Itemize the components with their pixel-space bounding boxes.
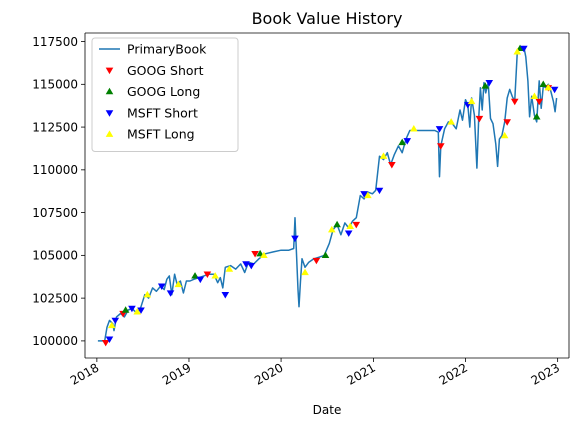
marker-msft-long — [447, 118, 455, 125]
marker-msft-short — [291, 235, 299, 243]
marker-msft-long — [133, 308, 142, 315]
marker-goog-long — [532, 113, 541, 120]
marker-msft-long — [500, 131, 509, 139]
legend-swatch-goog-short — [105, 67, 114, 75]
marker-goog-long — [333, 220, 341, 228]
legend-label-primarybook: PrimaryBook — [127, 42, 207, 57]
marker-msft-long — [513, 48, 522, 55]
marker-msft-long — [327, 225, 336, 233]
y-tick-label: 117500 — [32, 35, 78, 49]
marker-msft-long — [379, 152, 388, 159]
marker-msft-long — [301, 268, 309, 276]
marker-msft-short — [485, 79, 494, 87]
marker-goog-short — [388, 162, 396, 169]
x-axis-label: Date — [313, 403, 342, 417]
marker-goog-short — [312, 257, 321, 265]
legend-label-msft-long: MSFT Long — [127, 127, 195, 142]
marker-goog-long — [539, 80, 548, 87]
marker-msft-long — [260, 251, 268, 259]
marker-goog-long — [321, 251, 330, 259]
marker-msft-short — [242, 261, 250, 268]
marker-msft-short — [344, 230, 353, 237]
y-tick-label: 105000 — [32, 249, 78, 263]
marker-msft-short — [360, 191, 368, 198]
marker-msft-short — [137, 307, 145, 314]
marker-goog-long — [516, 44, 524, 52]
marker-goog-long — [398, 138, 406, 146]
marker-msft-short — [520, 45, 528, 53]
marker-goog-short — [352, 221, 361, 229]
marker-msft-short — [435, 126, 444, 133]
y-tick-label: 102500 — [32, 291, 78, 305]
y-tick-label: 115000 — [32, 78, 78, 92]
marker-msft-short — [128, 305, 136, 313]
marker-msft-short — [111, 317, 120, 325]
marker-msft-long — [410, 124, 418, 132]
marker-goog-short — [101, 339, 110, 347]
y-tick-label: 100000 — [32, 334, 78, 348]
marker-msft-short — [403, 138, 412, 145]
marker-goog-long — [481, 82, 490, 89]
marker-msft-short — [550, 86, 559, 94]
series-line-primarybook — [97, 45, 558, 342]
marker-msft-short — [221, 292, 230, 299]
marker-msft-long — [211, 272, 220, 279]
marker-goog-short — [535, 98, 544, 106]
marker-msft-short — [375, 187, 384, 195]
marker-msft-short — [196, 276, 205, 284]
marker-goog-short — [475, 115, 484, 123]
marker-msft-long — [174, 280, 183, 288]
legend: PrimaryBook GOOG Short GOOG Long MSFT Short… — [91, 37, 239, 152]
marker-goog-short — [203, 271, 212, 278]
marker-msft-short — [166, 290, 175, 297]
marker-msft-short — [105, 336, 114, 343]
chart-title: Book Value History — [252, 9, 403, 28]
marker-msft-long — [225, 265, 234, 272]
marker-msft-long — [544, 83, 553, 91]
plot-layer — [97, 44, 559, 347]
legend-swatch-msft-short — [105, 110, 114, 117]
legend-label-goog-short: GOOG Short — [127, 63, 204, 78]
marker-goog-short — [503, 119, 511, 126]
marker-goog-short — [437, 143, 445, 150]
legend-swatch-msft-long — [105, 130, 114, 137]
legend-frame — [91, 37, 239, 152]
y-tick-label: 107500 — [32, 206, 78, 220]
legend-label-goog-long: GOOG Long — [127, 84, 200, 99]
marker-msft-long — [107, 321, 116, 329]
legend-swatch-goog-long — [105, 87, 114, 95]
y-tick-label: 112500 — [32, 120, 78, 134]
marker-goog-short — [510, 98, 519, 106]
marker-msft-long — [364, 191, 372, 199]
y-tick-label: 110000 — [32, 163, 78, 177]
marker-goog-short — [251, 250, 259, 258]
marker-msft-long — [530, 92, 539, 99]
marker-msft-short — [157, 283, 166, 290]
marker-msft-long — [143, 290, 152, 298]
marker-msft-long — [467, 97, 476, 105]
marker-msft-long — [346, 222, 355, 229]
marker-goog-long — [256, 249, 264, 257]
marker-goog-long — [121, 306, 130, 313]
marker-msft-short — [247, 262, 256, 270]
legend-label-msft-short: MSFT Short — [127, 105, 198, 120]
